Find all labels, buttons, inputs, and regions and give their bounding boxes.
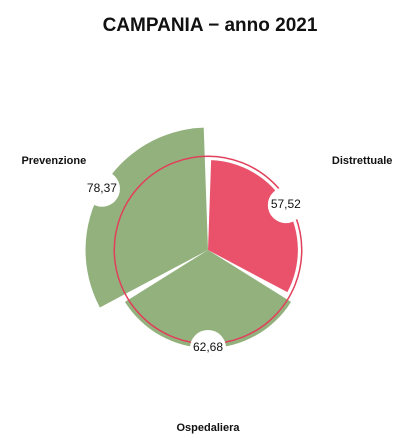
value-label: 78,37	[87, 181, 117, 195]
value-label-bg	[190, 329, 226, 366]
sector	[124, 250, 292, 348]
sector	[85, 127, 208, 308]
value-label-bg	[267, 187, 304, 224]
value-label-bg	[83, 170, 120, 207]
category-label: Distrettuale	[332, 155, 393, 167]
value-label: 62,68	[193, 340, 223, 354]
chart-title: CAMPANIA − anno 2021	[103, 15, 318, 36]
value-label: 57,52	[271, 197, 301, 211]
category-label: Ospedaliera	[177, 422, 241, 434]
category-label: Prevenzione	[21, 155, 86, 167]
